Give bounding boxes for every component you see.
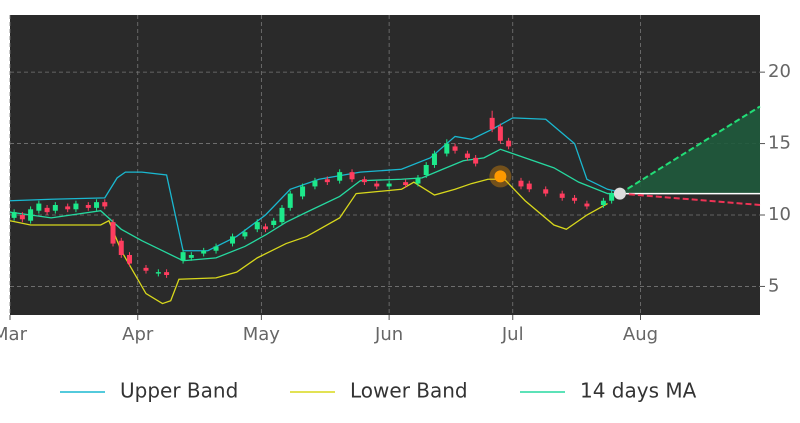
- candle-body: [213, 246, 219, 251]
- candle-body: [473, 157, 479, 164]
- candle-body: [464, 153, 470, 158]
- legend-label: Upper Band: [120, 379, 238, 403]
- x-tick-label: Mar: [0, 324, 28, 345]
- candle-body: [543, 189, 549, 194]
- candle-body: [572, 197, 578, 201]
- candle-body: [85, 205, 91, 208]
- candle-body: [497, 126, 503, 141]
- candle-body: [143, 267, 149, 271]
- candle-body: [361, 179, 367, 183]
- candle-body: [506, 140, 512, 147]
- x-tick-label: May: [243, 324, 281, 345]
- candle-body: [386, 183, 392, 187]
- candle-body: [349, 172, 355, 180]
- marker: [494, 170, 507, 183]
- candle-body: [452, 146, 458, 151]
- candle-body: [110, 222, 116, 244]
- candle-body: [28, 209, 34, 221]
- candle-body: [94, 202, 100, 208]
- candle-body: [65, 206, 71, 210]
- candle-body: [155, 272, 161, 274]
- candle-body: [287, 193, 293, 208]
- candle-body: [559, 193, 565, 198]
- candle-body: [201, 250, 207, 254]
- candle-body: [230, 236, 236, 244]
- y-tick-label: 15: [768, 133, 791, 154]
- x-tick-label: Aug: [623, 324, 658, 345]
- candle-body: [489, 117, 495, 130]
- plot-area: [10, 15, 760, 315]
- candle-body: [609, 193, 615, 201]
- candle-body: [526, 183, 532, 190]
- candle-body: [52, 205, 58, 211]
- candle-body: [300, 186, 306, 197]
- candle-body: [584, 203, 590, 207]
- marker: [613, 187, 626, 200]
- candle-body: [118, 240, 124, 255]
- candle-body: [11, 212, 17, 218]
- candle-body: [415, 177, 421, 184]
- candle-body: [44, 207, 50, 213]
- candle-body: [19, 215, 25, 220]
- legend-label: Lower Band: [350, 379, 468, 403]
- candle-body: [337, 172, 343, 181]
- projection-down: [619, 192, 761, 206]
- candle-body: [36, 203, 42, 211]
- candle-body: [271, 220, 277, 225]
- candle-body: [242, 232, 248, 237]
- candle-body: [164, 272, 170, 275]
- y-tick-label: 20: [768, 61, 791, 82]
- x-tick-label: Jun: [374, 324, 403, 345]
- candle-body: [324, 179, 330, 183]
- candle-body: [188, 255, 194, 258]
- x-tick-label: Jul: [501, 324, 524, 345]
- y-tick-label: 5: [768, 275, 779, 296]
- candle-body: [403, 182, 409, 185]
- candle-body: [374, 183, 380, 187]
- x-tick-label: Apr: [122, 324, 154, 345]
- candle-body: [102, 202, 108, 207]
- candle-body: [180, 252, 186, 261]
- band-line: [9, 117, 621, 252]
- candle-body: [444, 143, 450, 154]
- legend-label: 14 days MA: [580, 379, 697, 403]
- candle-body: [312, 180, 318, 187]
- band-line: [9, 148, 620, 262]
- candle-body: [127, 255, 133, 264]
- candle-body: [600, 200, 606, 205]
- y-tick-label: 10: [768, 204, 791, 225]
- candle-body: [431, 153, 437, 165]
- candle-body: [423, 165, 429, 175]
- candle-body: [73, 203, 79, 210]
- candle-body: [254, 222, 260, 230]
- candle-body: [279, 207, 285, 223]
- candle-body: [518, 180, 524, 187]
- candle-body: [262, 226, 268, 230]
- projection-up: [619, 105, 761, 195]
